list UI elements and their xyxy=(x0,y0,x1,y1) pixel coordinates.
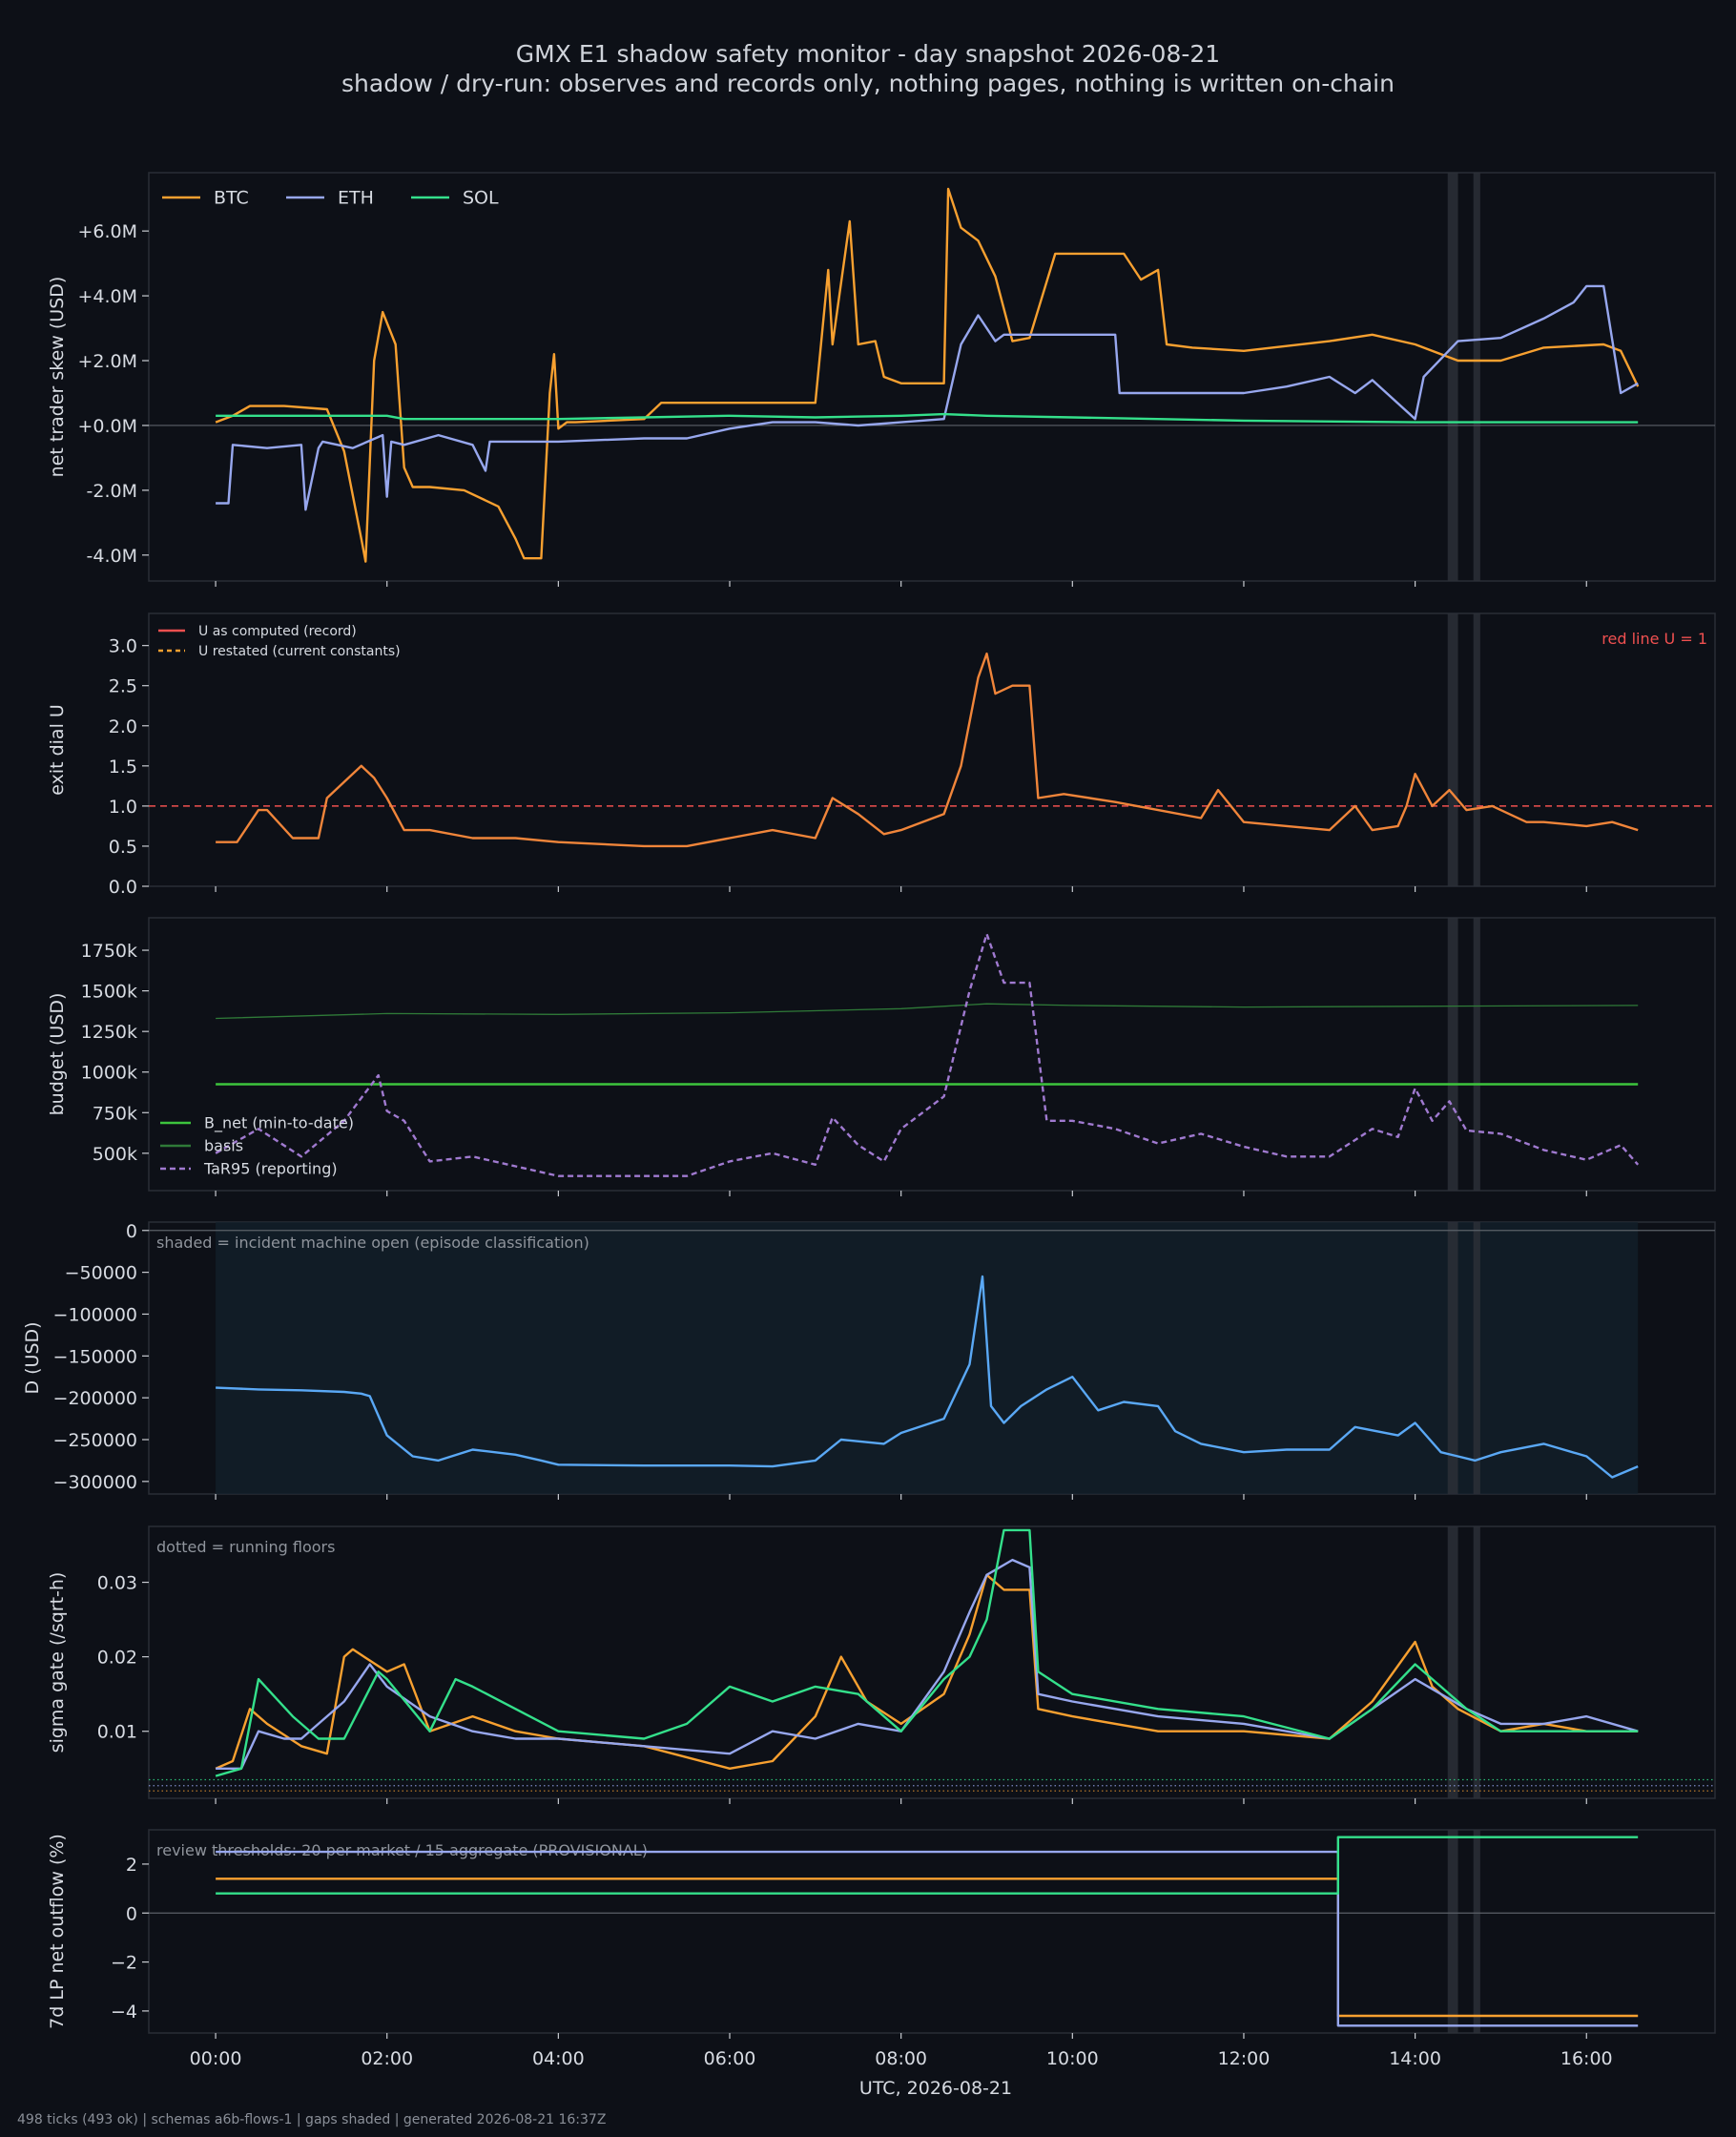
gap-shade xyxy=(1447,1222,1458,1494)
gap-shade xyxy=(1447,613,1458,886)
y-tick-label: 2.0 xyxy=(109,716,137,737)
x-tick-label: 14:00 xyxy=(1389,2048,1441,2069)
chart-subtitle: shadow / dry-run: observes and records o… xyxy=(341,70,1395,97)
y-axis-label: sigma gate (/sqrt-h) xyxy=(47,1572,68,1753)
y-tick-label: 0.01 xyxy=(97,1722,137,1743)
panel-u: 0.0 0.5 1.0 1.5 2.0 2.5 3.0 exit dial U red line… xyxy=(47,612,1716,898)
incident-shade xyxy=(216,1222,1639,1494)
y-tick-label: 2.5 xyxy=(109,676,137,697)
y-tick-label: −250000 xyxy=(53,1430,137,1451)
y-tick-label: 1500k xyxy=(81,982,137,1003)
y-axis-label: D (USD) xyxy=(22,1321,43,1394)
gap-shade xyxy=(1473,1222,1480,1494)
y-tick-label: -4.0M xyxy=(87,546,137,567)
x-tick-label: 16:00 xyxy=(1560,2048,1613,2069)
y-tick-label: 0.02 xyxy=(97,1648,137,1669)
y-tick-label: 1.0 xyxy=(109,797,137,818)
gap-shade xyxy=(1473,613,1480,886)
y-tick-label: −2 xyxy=(111,1953,137,1974)
legend: BTC ETH SOL xyxy=(162,188,499,209)
legend-label: BTC xyxy=(214,188,249,209)
x-tick-label: 02:00 xyxy=(361,2048,413,2069)
y-tick-label: 2 xyxy=(126,1855,137,1876)
y-tick-label: +6.0M xyxy=(77,221,137,242)
y-tick-label: 1750k xyxy=(81,941,137,962)
series-line-eth xyxy=(216,284,1639,511)
gap-shade xyxy=(1473,1830,1480,2033)
series-line-eth xyxy=(216,1850,1639,2027)
legend: U as computed (record) U restated (curren… xyxy=(158,624,401,659)
gap-shade xyxy=(1473,918,1480,1191)
gap-shade xyxy=(1473,1526,1480,1798)
annotation-text: red line U = 1 xyxy=(1602,630,1707,648)
y-tick-label: −300000 xyxy=(53,1472,137,1493)
x-tick-label: 06:00 xyxy=(704,2048,756,2069)
x-tick-label: 00:00 xyxy=(190,2048,242,2069)
series-line-d xyxy=(216,1275,1639,1479)
legend-label: ETH xyxy=(338,188,374,209)
annotation-text: shaded = incident machine open (episode … xyxy=(156,1234,589,1252)
gap-shade xyxy=(1447,173,1458,581)
panel-outflow: −4 −2 0 2 7d LP net outflow (%) review thresh… xyxy=(47,1829,1716,2039)
y-tick-label: -2.0M xyxy=(87,481,137,502)
legend-label: B_net (min-to-date) xyxy=(204,1114,354,1133)
legend-label: SOL xyxy=(463,188,499,209)
x-tick-label: 10:00 xyxy=(1046,2048,1099,2069)
y-axis-label: net trader skew (USD) xyxy=(47,277,68,478)
legend-label: U restated (current constants) xyxy=(198,644,401,659)
y-tick-label: 0 xyxy=(126,1221,137,1242)
gap-shade xyxy=(1447,918,1458,1191)
panel-d: 0 −50000 −100000 −150000 −200000 −250000 −3000… xyxy=(22,1221,1716,1500)
series-line-sol xyxy=(215,1528,1639,1777)
y-tick-label: −200000 xyxy=(53,1388,137,1409)
panel-budget: 500k 750k 1000k 1250k 1500k 1750k budget (USD)… xyxy=(47,917,1716,1196)
y-axis-label: 7d LP net outflow (%) xyxy=(47,1834,68,2029)
y-tick-label: 750k xyxy=(93,1103,137,1124)
series-line-sol xyxy=(216,1836,1639,1895)
legend: B_net (min-to-date) basis TaR95 (reporting… xyxy=(160,1114,354,1178)
panel-sigma: 0.01 0.02 0.03 sigma gate (/sqrt-h) dotted =… xyxy=(47,1525,1716,1804)
y-tick-label: −50000 xyxy=(65,1263,137,1284)
annotation-text: dotted = running floors xyxy=(156,1538,335,1556)
y-tick-label: 1000k xyxy=(81,1063,137,1084)
y-tick-label: 0 xyxy=(126,1903,137,1924)
y-axis-label: budget (USD) xyxy=(47,993,68,1116)
legend-label: U as computed (record) xyxy=(198,624,357,639)
footer-status: 498 ticks (493 ok) | schemas a6b-flows-1… xyxy=(17,2112,607,2127)
y-tick-label: +2.0M xyxy=(77,351,137,372)
y-tick-label: 0.0 xyxy=(109,877,137,898)
y-tick-label: 1250k xyxy=(81,1022,137,1043)
y-tick-label: −150000 xyxy=(53,1346,137,1367)
y-tick-label: 3.0 xyxy=(109,636,137,657)
y-tick-label: 500k xyxy=(93,1144,137,1165)
series-line-basis xyxy=(216,1003,1639,1020)
y-tick-label: 1.5 xyxy=(109,757,137,778)
panel-skew: -4.0M -2.0M +0.0M +2.0M +4.0M +6.0M net trader… xyxy=(47,172,1716,587)
chart-title: GMX E1 shadow safety monitor - day snaps… xyxy=(515,40,1221,68)
series-line-btc xyxy=(215,187,1640,563)
y-axis-label: exit dial U xyxy=(47,704,68,796)
y-tick-label: 0.03 xyxy=(97,1573,137,1594)
y-tick-label: 0.5 xyxy=(109,837,137,858)
gap-shade xyxy=(1473,173,1480,581)
y-tick-label: +4.0M xyxy=(77,286,137,307)
legend-label: basis xyxy=(204,1137,243,1155)
legend-label: TaR95 (reporting) xyxy=(203,1160,338,1178)
y-tick-label: +0.0M xyxy=(77,416,137,437)
y-tick-label: −100000 xyxy=(53,1304,137,1325)
annotation-text: review thresholds: 20 per market / 15 ag… xyxy=(156,1841,648,1859)
series-line-tar95 xyxy=(215,932,1640,1177)
gap-shade xyxy=(1447,1526,1458,1798)
x-tick-label: 12:00 xyxy=(1218,2048,1271,2069)
series-line-sol xyxy=(216,412,1639,424)
series-line-u xyxy=(216,652,1639,848)
x-tick-label: 08:00 xyxy=(875,2048,927,2069)
gap-shade xyxy=(1447,1830,1458,2033)
y-tick-label: −4 xyxy=(111,2002,137,2023)
x-axis-label: UTC, 2026-08-21 xyxy=(859,2078,1012,2099)
x-tick-label: 04:00 xyxy=(532,2048,585,2069)
